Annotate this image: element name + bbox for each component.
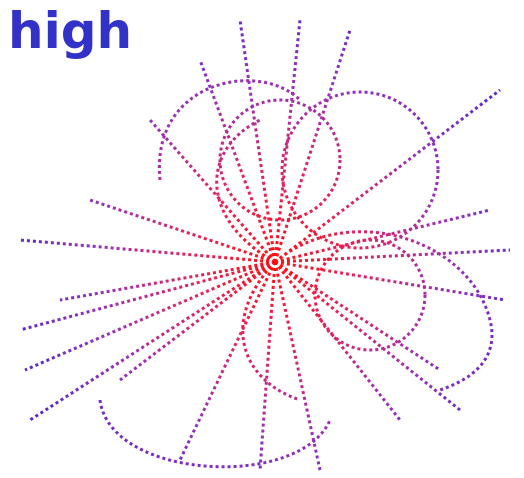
page: high (() => { const data = JSON.parse(do… bbox=[0, 0, 524, 478]
particle-tracks bbox=[0, 0, 524, 478]
heading: high bbox=[8, 2, 132, 60]
tracks bbox=[20, 20, 510, 470]
